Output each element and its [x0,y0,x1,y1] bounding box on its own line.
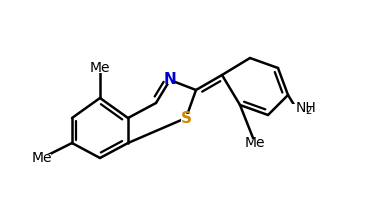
Text: NH: NH [296,101,317,115]
Text: Me: Me [245,136,265,150]
FancyBboxPatch shape [289,103,313,112]
Text: Me: Me [32,151,52,165]
FancyBboxPatch shape [33,153,51,163]
Text: 2: 2 [305,105,312,115]
FancyBboxPatch shape [165,75,175,85]
Text: Me: Me [90,61,110,75]
FancyBboxPatch shape [246,139,264,147]
FancyBboxPatch shape [181,113,191,123]
FancyBboxPatch shape [91,63,109,72]
Text: S: S [181,110,192,126]
Text: N: N [164,72,177,88]
